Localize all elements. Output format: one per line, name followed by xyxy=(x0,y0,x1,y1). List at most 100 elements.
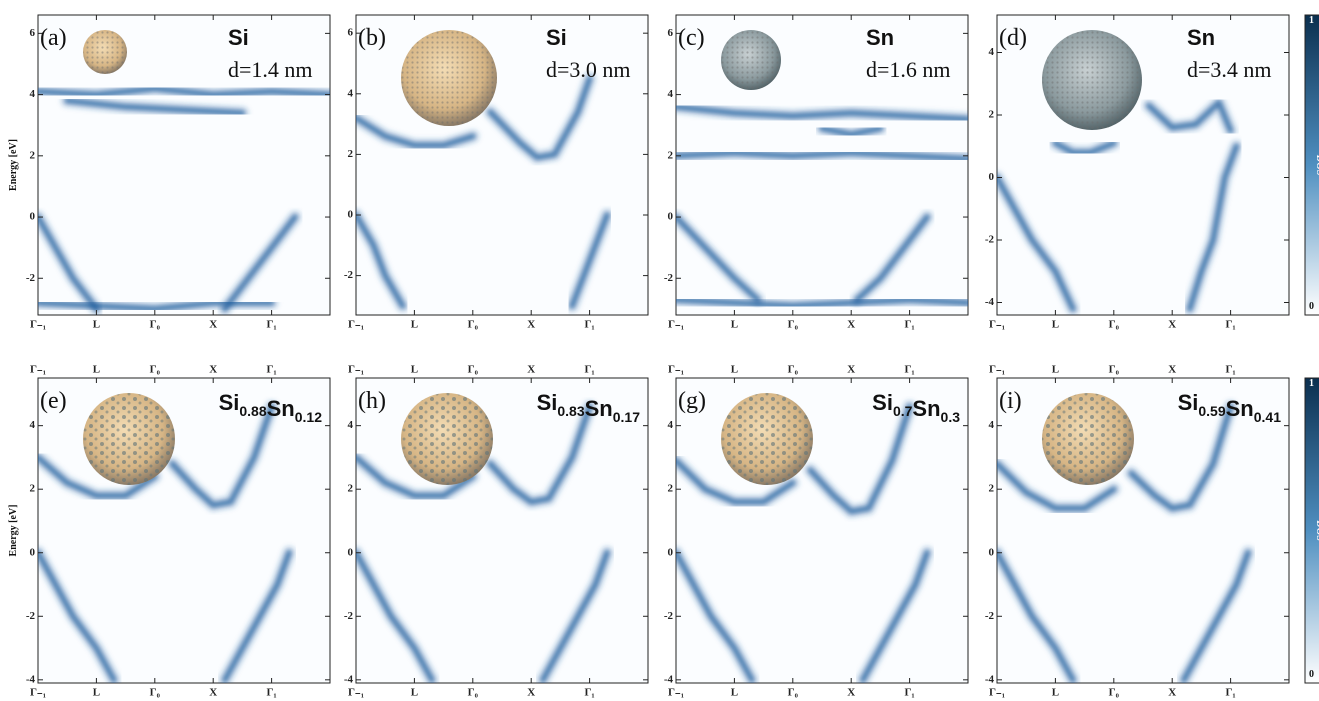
element: Sn xyxy=(585,396,613,421)
x-tick-label: X xyxy=(847,364,855,376)
y-tick-label: 4 xyxy=(30,88,36,100)
x-tick-label: Γ₁ xyxy=(904,319,914,331)
y-tick-label: -4 xyxy=(344,673,354,685)
y-tick-label: -4 xyxy=(26,673,36,685)
y-tick-label: 6 xyxy=(348,27,354,39)
x-tick-label: Γ₁ xyxy=(904,364,914,376)
y-tick-label: 0 xyxy=(348,546,354,558)
panel: -20246Γ₋₁LΓ₀XΓ₁(c)Snd=1.6 nm xyxy=(664,15,968,331)
x-tick-label: Γ₀ xyxy=(1109,364,1120,376)
nanoparticle-texture xyxy=(721,30,781,90)
panel-subtitle: d=1.6 nm xyxy=(866,57,951,82)
x-tick-label: L xyxy=(411,364,418,376)
panel-title: Si xyxy=(546,25,567,50)
x-tick-label: Γ₋₁ xyxy=(30,319,46,331)
x-tick-label: X xyxy=(527,319,535,331)
x-tick-label: Γ₀ xyxy=(468,319,479,331)
x-tick-label: X xyxy=(1168,364,1176,376)
y-tick-label: -2 xyxy=(26,610,36,622)
y-tick-label: -2 xyxy=(26,272,36,284)
x-tick-label: L xyxy=(1052,364,1059,376)
colorbar-label: DOS xyxy=(1314,155,1319,176)
y-tick-label: 4 xyxy=(989,419,995,431)
panel: -4-2024Γ₋₁LΓ₀XΓ₁(d)Snd=3.4 nm xyxy=(985,15,1289,331)
y-axis-label: Energy [eV] xyxy=(8,139,19,191)
y-tick-label: 0 xyxy=(668,211,674,223)
x-tick-label: Γ₀ xyxy=(150,364,161,376)
x-tick-label: X xyxy=(1168,687,1176,699)
y-tick-label: -2 xyxy=(664,610,674,622)
y-tick-label: -4 xyxy=(664,673,674,685)
x-tick-label: Γ₀ xyxy=(788,364,799,376)
x-tick-label: Γ₁ xyxy=(584,364,594,376)
element: Si xyxy=(872,390,893,415)
y-tick-label: 2 xyxy=(348,148,354,160)
panel-label: (h) xyxy=(358,388,386,414)
x-tick-label: Γ₁ xyxy=(266,364,276,376)
x-tick-label: L xyxy=(411,319,418,331)
element: Sn xyxy=(912,396,940,421)
panel-label: (a) xyxy=(40,25,67,51)
x-tick-label: L xyxy=(731,364,738,376)
x-tick-label: Γ₋₁ xyxy=(30,687,46,699)
x-tick-label: L xyxy=(1052,319,1059,331)
x-tick-label: Γ₋₁ xyxy=(348,364,364,376)
fraction: 0.88 xyxy=(239,403,266,419)
y-tick-label: 2 xyxy=(668,483,674,495)
y-tick-label: -2 xyxy=(344,269,354,281)
panel-subtitle: d=1.4 nm xyxy=(228,57,313,82)
x-tick-label: L xyxy=(93,364,100,376)
y-tick-label: 0 xyxy=(668,546,674,558)
x-tick-label: X xyxy=(847,319,855,331)
colorbar-tick-label: 1 xyxy=(1309,378,1314,389)
x-tick-label: Γ₀ xyxy=(788,687,799,699)
y-tick-label: 2 xyxy=(989,109,995,121)
x-tick-label: Γ₀ xyxy=(1109,687,1120,699)
element: Sn xyxy=(267,396,295,421)
element: Si xyxy=(219,390,240,415)
x-tick-label: Γ₋₁ xyxy=(668,364,684,376)
x-tick-label: Γ₁ xyxy=(904,687,914,699)
panel-label: (d) xyxy=(999,25,1027,51)
y-tick-label: -2 xyxy=(985,610,995,622)
y-tick-label: 0 xyxy=(989,171,995,183)
x-tick-label: X xyxy=(847,687,855,699)
panel-label: (b) xyxy=(358,25,386,51)
fraction: 0.83 xyxy=(557,403,584,419)
element: Si xyxy=(537,390,558,415)
x-tick-label: Γ₋₁ xyxy=(348,687,364,699)
x-tick-label: L xyxy=(731,319,738,331)
y-tick-label: 0 xyxy=(30,211,36,223)
nanoparticle-texture xyxy=(721,393,813,485)
y-tick-label: 4 xyxy=(668,88,674,100)
y-tick-label: 2 xyxy=(30,149,36,161)
nanoparticle-texture xyxy=(1042,30,1142,130)
panel-title: Sn xyxy=(866,25,894,50)
panel-subtitle: d=3.4 nm xyxy=(1187,57,1272,82)
y-tick-label: 4 xyxy=(30,419,36,431)
y-tick-label: 4 xyxy=(989,46,995,58)
x-tick-label: L xyxy=(93,319,100,331)
x-tick-label: Γ₁ xyxy=(1225,319,1235,331)
figure: -2 0 2 4 6 Γ₋₁ L Γ₀ X Γ₁ Energy [eV] (a) Si d=1.4 nm -… xyxy=(0,0,1319,701)
y-tick-label: 4 xyxy=(668,419,674,431)
y-tick-label: 2 xyxy=(348,483,354,495)
x-tick-label: L xyxy=(411,687,418,699)
x-tick-label: Γ₁ xyxy=(1225,687,1235,699)
x-tick-label: Γ₁ xyxy=(584,319,594,331)
x-tick-label: L xyxy=(1052,687,1059,699)
nanoparticle-texture xyxy=(401,393,493,485)
panel-label: (c) xyxy=(678,25,705,51)
y-axis-label: Energy [eV] xyxy=(8,505,19,557)
x-tick-label: Γ₋₁ xyxy=(348,319,364,331)
x-tick-label: Γ₀ xyxy=(1109,319,1120,331)
element: Si xyxy=(1178,390,1199,415)
y-tick-label: 4 xyxy=(348,87,354,99)
x-tick-label: Γ₋₁ xyxy=(30,364,46,376)
